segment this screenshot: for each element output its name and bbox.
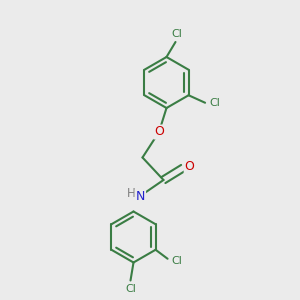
Text: N: N — [136, 190, 145, 203]
Text: Cl: Cl — [172, 28, 182, 39]
Text: H: H — [127, 187, 136, 200]
Text: Cl: Cl — [171, 256, 182, 266]
Text: O: O — [185, 160, 194, 173]
Text: Cl: Cl — [125, 284, 136, 294]
Text: Cl: Cl — [209, 98, 220, 108]
Text: O: O — [154, 125, 164, 139]
